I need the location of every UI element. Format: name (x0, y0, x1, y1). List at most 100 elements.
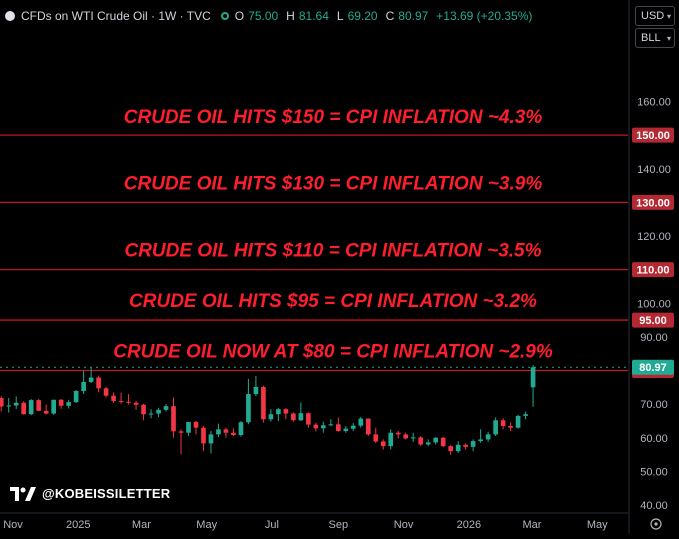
candle (208, 434, 214, 444)
candle (238, 422, 244, 436)
symbol-title[interactable]: CFDs on WTI Crude Oil · 1W · TVC (21, 9, 211, 23)
candle (36, 400, 42, 411)
level-price-tag (632, 127, 674, 143)
candle (126, 401, 131, 403)
candle (440, 437, 446, 447)
level-price-label: 130.00 (636, 197, 670, 209)
candle (523, 414, 528, 416)
last-price-label: 80.97 (639, 362, 667, 374)
level-price-tag (632, 194, 674, 210)
candle (463, 444, 468, 447)
candle (268, 414, 274, 420)
time-tick-label: 2026 (457, 519, 481, 531)
level-annotation: CRUDE OIL NOW AT $80 = CPI INFLATION ~2.… (113, 342, 553, 363)
time-tick-label: Nov (3, 519, 23, 531)
price-tick-label: 50.00 (640, 466, 668, 478)
level-price-label: 95.00 (639, 315, 667, 327)
level-annotation: CRUDE OIL HITS $130 = CPI INFLATION ~3.9… (124, 173, 543, 194)
candle (111, 395, 116, 402)
candle (478, 439, 483, 442)
candle (253, 386, 259, 395)
candle (485, 434, 491, 440)
candle (148, 413, 154, 415)
candle (328, 424, 334, 426)
candle (163, 406, 169, 410)
level-price-label: 110.00 (636, 265, 669, 277)
ohlc-low-key: L (336, 9, 344, 23)
level-annotation: CRUDE OIL HITS $150 = CPI INFLATION ~4.3… (124, 107, 543, 128)
candle (388, 432, 394, 447)
candle (343, 428, 349, 432)
price-tick-label: 100.00 (637, 298, 671, 310)
candle (395, 432, 401, 435)
price-tick-label: 40.00 (640, 500, 668, 512)
candle (66, 402, 71, 406)
candle (178, 431, 184, 433)
symbol-logo-icon (5, 11, 15, 21)
time-tick-label: Jul (265, 519, 279, 531)
level-annotation: CRUDE OIL HITS $95 = CPI INFLATION ~3.2% (129, 291, 537, 312)
candle (358, 418, 364, 426)
ohlc-close-value: 80.97 (398, 9, 429, 23)
ohlc-open-key: O (234, 9, 245, 23)
ohlc-open-value: 75.00 (248, 9, 279, 23)
settings-gear-icon (650, 518, 662, 530)
price-tick-label: 120.00 (637, 231, 671, 243)
settings-gear-icon-center (654, 522, 658, 526)
candle (103, 388, 109, 396)
candle (28, 400, 34, 415)
tradingview-logo-icon (10, 486, 36, 501)
candle (261, 386, 266, 420)
candle (73, 391, 79, 403)
candle (313, 424, 319, 429)
candle (298, 413, 304, 421)
candle (291, 413, 296, 421)
candle (350, 425, 356, 429)
candle (470, 441, 476, 447)
watermark-handle: @KOBEISSILETTER (42, 486, 171, 501)
candle (283, 409, 289, 414)
candle (171, 406, 176, 432)
candle (133, 402, 139, 405)
level-price-tag (632, 312, 674, 328)
candle (51, 399, 56, 414)
candle (508, 425, 513, 428)
time-tick-label: May (196, 519, 217, 531)
candle (403, 434, 409, 439)
candle (515, 415, 521, 428)
candle (380, 441, 386, 447)
candle (410, 437, 416, 439)
candle (13, 402, 19, 406)
candle (58, 399, 64, 406)
time-tick-label: Sep (329, 519, 349, 531)
time-tick-label: Mar (523, 519, 542, 531)
candle (81, 381, 86, 392)
candle (88, 377, 94, 382)
level-price-tag (632, 262, 674, 278)
price-tick-label: 160.00 (637, 97, 671, 109)
last-price-tag (632, 359, 674, 375)
candle (231, 432, 236, 436)
chevron-down-icon: ▾ (666, 33, 671, 43)
currency-selector[interactable]: USD ▾ (635, 6, 675, 26)
ohlc-change: +13.69 (+20.35%) (436, 9, 533, 23)
price-tick-label: 90.00 (640, 332, 668, 344)
candle (43, 410, 49, 414)
ohlc-close-key: C (385, 9, 395, 23)
candle (0, 398, 4, 407)
candle (201, 427, 206, 444)
currency-selector-label: USD (641, 10, 665, 22)
unit-selector-label: BLL (641, 32, 661, 44)
candle (455, 444, 461, 452)
ohlc-low-value: 69.20 (347, 9, 378, 23)
candle (96, 377, 101, 389)
time-tick-label: May (587, 519, 608, 531)
candle (373, 434, 379, 442)
unit-selector[interactable]: BLL ▾ (635, 28, 675, 48)
ohlc-high-value: 81.64 (298, 9, 329, 23)
watermark: @KOBEISSILETTER (10, 486, 170, 501)
candle (493, 420, 498, 435)
candle (433, 437, 439, 443)
